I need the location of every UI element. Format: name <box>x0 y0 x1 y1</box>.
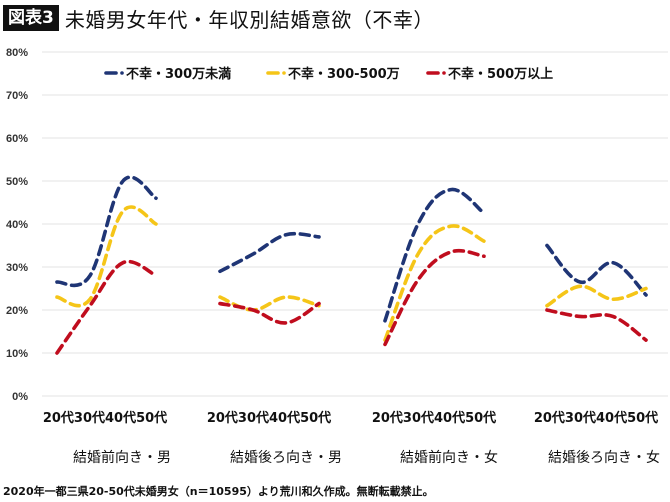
series-3 <box>55 248 648 355</box>
legend-dot-icon <box>120 71 124 75</box>
legend-item-2: 不幸・300-500万 <box>266 66 400 82</box>
x-tick-labels: 20代30代40代50代 <box>534 410 658 426</box>
y-tick-label: 80% <box>6 47 28 59</box>
x-axis: 20代30代40代50代 20代30代40代50代 20代30代40代50代 20代3… <box>43 410 660 466</box>
y-tick-label: 70% <box>6 90 28 102</box>
series-line-segment <box>545 284 648 308</box>
x-tick-labels: 20代30代40代50代 <box>372 410 496 426</box>
legend-dot-icon <box>442 71 446 75</box>
y-tick-label: 20% <box>6 305 28 317</box>
y-tick-label: 40% <box>6 219 28 231</box>
legend-label: 不幸・300万未満 <box>126 66 231 82</box>
y-tick-label: 50% <box>6 176 28 188</box>
series-lines <box>55 175 648 355</box>
legend: 不幸・300万未満 不幸・300-500万 不幸・500万以上 <box>104 66 553 82</box>
series-1 <box>55 175 648 323</box>
line-chart: 0%10%20%30%40%50%60%70%80% 不幸・300万未満 不幸・3… <box>6 47 668 466</box>
gridlines <box>42 51 668 397</box>
series-line-segment <box>55 259 158 355</box>
series-line-segment <box>545 243 648 297</box>
x-tick-labels: 20代30代40代50代 <box>207 410 331 426</box>
chart-title: 未婚男女年代・年収別結婚意欲（不幸） <box>64 7 434 32</box>
source-footnote: 2020年一都三県20-50代未婚男女（n＝10595）より荒川和久作成。無断転… <box>3 485 434 498</box>
y-axis: 0% 10% 20% 30% 40% 50% 60% 70% 80% <box>6 47 28 403</box>
series-line-segment <box>383 248 486 347</box>
y-tick-label: 0% <box>12 391 28 403</box>
series-line-segment <box>545 308 648 342</box>
legend-label: 不幸・300-500万 <box>288 66 400 82</box>
series-line-segment <box>218 295 321 312</box>
figure-badge: 図表3 <box>3 5 59 31</box>
series-line-segment <box>383 224 486 342</box>
series-line-segment <box>383 187 486 323</box>
x-tick-labels: 20代30代40代50代 <box>43 410 167 426</box>
series-line-segment <box>218 301 321 325</box>
y-tick-label: 60% <box>6 133 28 145</box>
x-group-label: 結婚前向き・女 <box>400 449 498 466</box>
legend-item-3: 不幸・500万以上 <box>426 66 553 82</box>
y-tick-label: 30% <box>6 262 28 274</box>
series-line-segment <box>55 175 158 288</box>
y-tick-label: 10% <box>6 348 28 360</box>
legend-dot-icon <box>282 71 286 75</box>
x-group-label: 結婚後ろ向き・男 <box>230 450 342 466</box>
x-group-label: 結婚後ろ向き・女 <box>548 449 660 466</box>
x-group-label: 結婚前向き・男 <box>73 449 171 466</box>
legend-item-1: 不幸・300万未満 <box>104 66 231 82</box>
series-2 <box>55 205 648 342</box>
legend-label: 不幸・500万以上 <box>448 66 553 82</box>
chart-header: 図表3 未婚男女年代・年収別結婚意欲（不幸） <box>3 3 434 33</box>
series-line-segment <box>55 205 158 308</box>
series-line-segment <box>218 231 321 274</box>
